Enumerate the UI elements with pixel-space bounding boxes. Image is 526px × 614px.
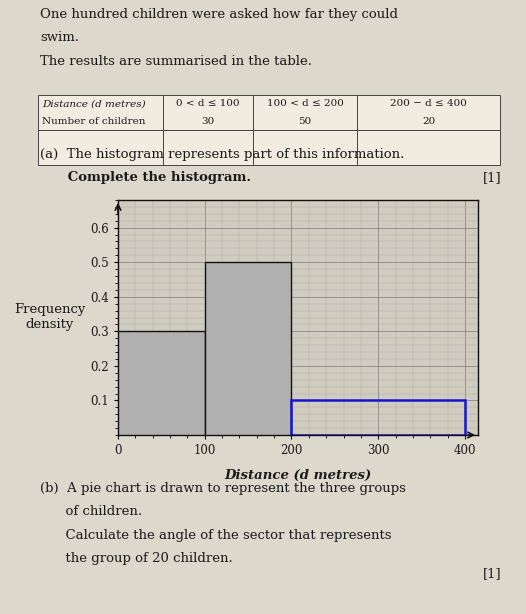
Text: Frequency
density: Frequency density [14,303,85,332]
Text: 50: 50 [298,117,311,126]
Text: Number of children: Number of children [42,117,146,126]
Text: 0 < d ≤ 100: 0 < d ≤ 100 [176,99,240,108]
Text: [1]: [1] [482,567,501,580]
Text: One hundred children were asked how far they could: One hundred children were asked how far … [40,8,398,21]
Bar [118,332,205,435]
Text: of children.: of children. [40,505,142,518]
Text: 100 < d ≤ 200: 100 < d ≤ 200 [267,99,343,108]
Text: Complete the histogram.: Complete the histogram. [40,171,251,184]
Text: (b)  A pie chart is drawn to represent the three groups: (b) A pie chart is drawn to represent th… [40,482,406,495]
Text: Calculate the angle of the sector that represents: Calculate the angle of the sector that r… [40,529,391,542]
Text: 20: 20 [422,117,435,126]
Text: The results are summarised in the table.: The results are summarised in the table. [40,55,312,68]
Text: Distance (d metres): Distance (d metres) [225,468,372,482]
Text: 200 − d ≤ 400: 200 − d ≤ 400 [390,99,467,108]
Text: (a)  The histogram represents part of this information.: (a) The histogram represents part of thi… [40,148,404,161]
Text: [1]: [1] [482,171,501,184]
Text: the group of 20 children.: the group of 20 children. [40,552,232,565]
Text: 30: 30 [201,117,215,126]
Bar [291,400,465,435]
Bar [205,262,291,435]
Text: swim.: swim. [40,31,79,44]
Text: Distance (d metres): Distance (d metres) [42,99,146,108]
